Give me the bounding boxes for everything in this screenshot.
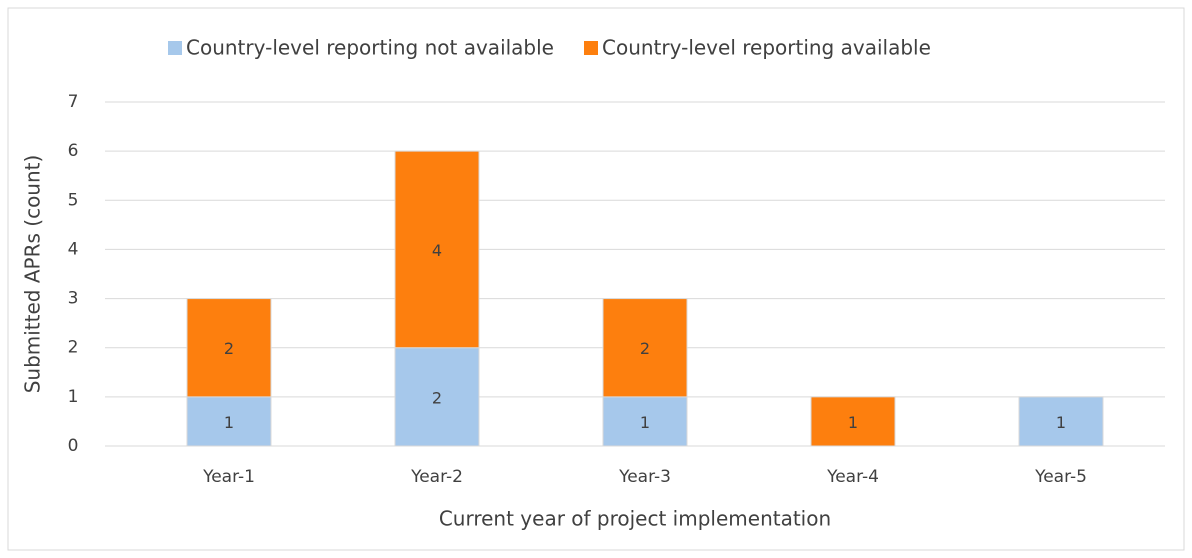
bar-segment bbox=[394, 150, 480, 349]
data-label: 4 bbox=[432, 241, 442, 260]
bar-segment bbox=[602, 298, 688, 398]
y-tick-label: 1 bbox=[68, 387, 79, 407]
data-label: 2 bbox=[432, 388, 442, 407]
legend-label: Country-level reporting not available bbox=[186, 36, 554, 60]
x-tick-label: Year-4 bbox=[826, 467, 879, 487]
data-label: 1 bbox=[640, 413, 650, 432]
bar-segment bbox=[394, 347, 480, 447]
x-tick-label: Year-1 bbox=[202, 467, 255, 487]
x-tick-label: Year-2 bbox=[410, 467, 463, 487]
bar-segment bbox=[810, 396, 896, 447]
data-label: 1 bbox=[224, 413, 234, 432]
data-label: 2 bbox=[224, 339, 234, 358]
y-tick-label: 3 bbox=[68, 289, 79, 309]
x-tick-label: Year-3 bbox=[618, 467, 671, 487]
legend-label: Country-level reporting available bbox=[602, 36, 931, 60]
bar-segment bbox=[1018, 396, 1104, 447]
y-tick-label: 0 bbox=[68, 436, 79, 456]
x-axis-title: Current year of project implementation bbox=[439, 507, 831, 531]
y-tick-label: 6 bbox=[68, 141, 79, 161]
data-label: 1 bbox=[1056, 413, 1066, 432]
y-tick-label: 7 bbox=[68, 92, 79, 112]
bar-segment bbox=[186, 298, 272, 398]
legend-swatch bbox=[168, 41, 182, 55]
y-tick-label: 4 bbox=[68, 239, 79, 259]
bar-segment bbox=[186, 396, 272, 447]
y-tick-label: 5 bbox=[68, 190, 79, 210]
x-tick-label: Year-5 bbox=[1034, 467, 1087, 487]
bar-segment bbox=[602, 396, 688, 447]
data-label: 1 bbox=[848, 413, 858, 432]
y-tick-label: 2 bbox=[68, 338, 79, 358]
data-label: 2 bbox=[640, 339, 650, 358]
chart-border bbox=[7, 7, 1185, 551]
legend-swatch bbox=[584, 41, 598, 55]
y-axis-title: Submitted APRs (count) bbox=[21, 155, 45, 394]
